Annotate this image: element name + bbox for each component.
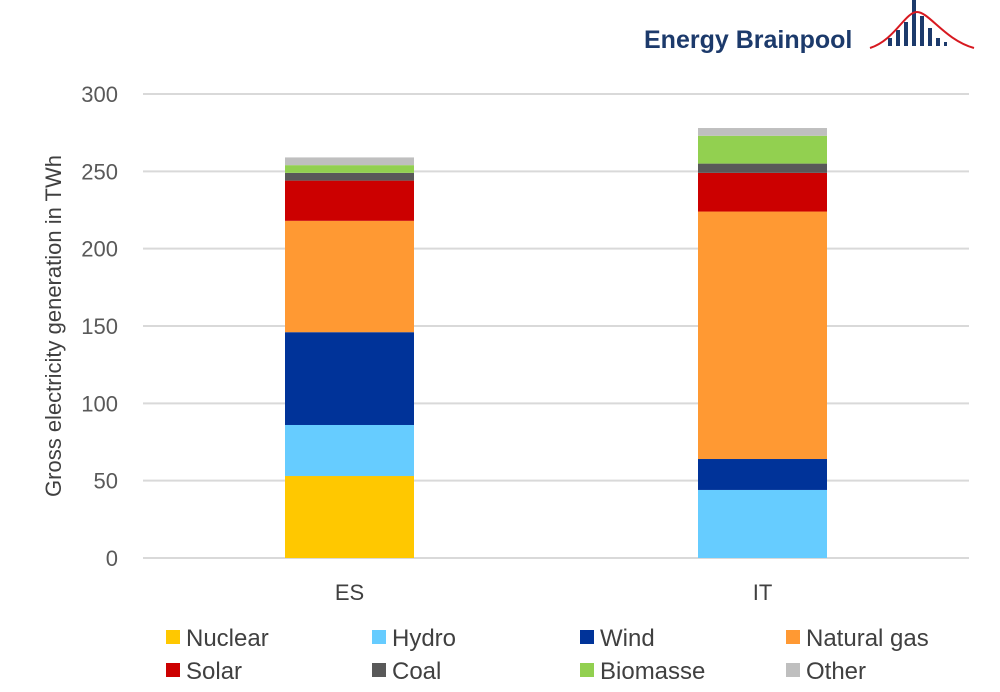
bar-segment-coal [285, 172, 414, 181]
bar-segment-wind [698, 459, 827, 490]
logo-bars-icon [869, 0, 975, 49]
bars [285, 128, 827, 558]
bar-segment-biomasse [285, 165, 414, 173]
bar-segment-natural-gas [285, 220, 414, 333]
bar-segment-other [698, 128, 827, 136]
bar-stack-es [285, 157, 414, 558]
y-tick-label: 150 [81, 314, 118, 339]
legend-label: Hydro [392, 625, 456, 652]
y-tick-label: 0 [106, 546, 118, 571]
y-tick-label: 300 [81, 82, 118, 107]
legend-item-wind: Wind [580, 625, 655, 652]
legend-swatch [166, 630, 180, 644]
legend-item-nuclear: Nuclear [166, 625, 269, 652]
bar-segment-nuclear [285, 476, 414, 558]
legend-swatch [580, 630, 594, 644]
y-tick-label: 200 [81, 237, 118, 262]
bar-segment-hydro [285, 424, 414, 477]
logo-text: Energy Brainpool [644, 26, 852, 54]
legend-swatch [786, 630, 800, 644]
y-axis-label: Gross electricity generation in TWh [41, 155, 66, 497]
legend-label: Coal [392, 658, 441, 685]
legend-swatch [372, 630, 386, 644]
x-axis-categories: ES IT [335, 580, 772, 605]
bar-segment-solar [285, 180, 414, 221]
x-category-label: IT [753, 580, 773, 605]
legend-swatch [580, 663, 594, 677]
legend-swatch [166, 663, 180, 677]
legend-label: Solar [186, 658, 242, 685]
legend-item-biomasse: Biomasse [580, 658, 705, 685]
legend-swatch [786, 663, 800, 677]
y-tick-label: 100 [81, 391, 118, 416]
legend-label: Biomasse [600, 658, 705, 685]
bar-stack-it [698, 128, 827, 558]
legend-label: Natural gas [806, 625, 929, 652]
bar-segment-other [285, 157, 414, 166]
y-tick-label: 50 [94, 469, 118, 494]
bar-segment-coal [698, 163, 827, 173]
bar-segment-natural-gas [698, 211, 827, 460]
legend-item-solar: Solar [166, 658, 242, 685]
legend: Nuclear Hydro Wind Natural gas Solar Coal Biom… [166, 625, 929, 685]
bar-segment-solar [698, 172, 827, 212]
bar-segment-wind [285, 332, 414, 425]
legend-label: Nuclear [186, 625, 269, 652]
x-category-label: ES [335, 580, 364, 605]
legend-item-other: Other [786, 658, 866, 685]
legend-item-coal: Coal [372, 658, 441, 685]
y-axis-ticks: 0 50 100 150 200 250 300 [81, 82, 118, 571]
legend-label: Wind [600, 625, 655, 652]
legend-item-hydro: Hydro [372, 625, 456, 652]
energy-brainpool-logo: Energy Brainpool [644, 0, 975, 54]
gridlines [143, 93, 969, 559]
legend-swatch [372, 663, 386, 677]
y-tick-label: 250 [81, 159, 118, 184]
bar-segment-hydro [698, 489, 827, 558]
bar-segment-biomasse [698, 135, 827, 164]
legend-item-natural-gas: Natural gas [786, 625, 929, 652]
legend-label: Other [806, 658, 866, 685]
